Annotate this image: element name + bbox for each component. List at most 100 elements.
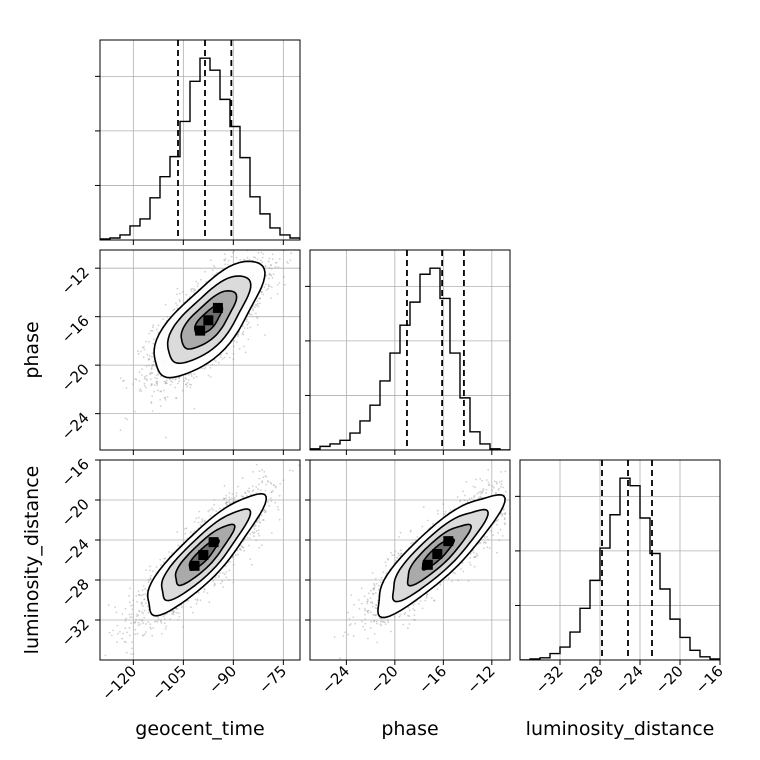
- sample-point: [195, 602, 198, 605]
- sample-point: [134, 620, 137, 623]
- sample-point: [227, 259, 230, 262]
- sample-point: [269, 481, 272, 484]
- sample-point: [121, 613, 124, 615]
- sample-point: [264, 265, 267, 267]
- sample-point: [134, 633, 137, 636]
- sample-point: [151, 395, 154, 398]
- sample-point: [224, 257, 227, 260]
- sample-point: [255, 486, 258, 488]
- sample-point: [279, 482, 282, 485]
- sample-point: [240, 495, 243, 497]
- sample-point: [264, 265, 267, 268]
- sample-point: [141, 611, 144, 614]
- sample-point: [235, 554, 237, 557]
- sample-point: [172, 611, 175, 614]
- sample-point: [236, 549, 239, 552]
- sample-point: [178, 377, 181, 380]
- sample-point: [260, 291, 263, 294]
- sample-point: [177, 612, 180, 614]
- sample-point: [151, 410, 154, 412]
- sample-point: [156, 621, 159, 623]
- sample-point: [124, 417, 127, 420]
- sample-point: [203, 520, 206, 523]
- sample-point: [140, 350, 142, 353]
- sample-point: [259, 297, 262, 300]
- sample-point: [138, 593, 140, 596]
- sample-point: [261, 290, 263, 293]
- sample-point: [256, 324, 259, 326]
- sample-point: [144, 588, 146, 590]
- sample-point: [129, 616, 132, 619]
- sample-point: [270, 286, 273, 288]
- sample-point: [258, 534, 261, 537]
- sample-point: [267, 260, 270, 263]
- sample-point: [254, 256, 257, 259]
- sample-point: [256, 300, 259, 302]
- sample-point: [248, 487, 251, 490]
- sample-point: [270, 297, 272, 299]
- sample-point: [168, 551, 171, 553]
- sample-point: [169, 378, 171, 380]
- sample-point: [247, 321, 250, 324]
- sample-point: [145, 365, 148, 368]
- sample-point: [142, 622, 145, 625]
- sample-point: [143, 348, 146, 351]
- sample-point: [258, 521, 261, 523]
- sample-point: [204, 270, 206, 273]
- sample-point: [220, 356, 222, 358]
- sample-point: [194, 289, 197, 292]
- sample-point: [277, 266, 280, 268]
- sample-point: [150, 383, 153, 386]
- density-peak: [212, 302, 223, 313]
- sample-point: [164, 399, 167, 401]
- sample-point: [253, 528, 256, 530]
- sample-point: [164, 617, 166, 620]
- sample-point: [192, 377, 195, 379]
- sample-point: [123, 379, 125, 382]
- sample-point: [153, 621, 156, 623]
- sample-point: [124, 608, 127, 610]
- sample-point: [268, 277, 270, 280]
- sample-point: [155, 566, 158, 568]
- sample-point: [268, 273, 270, 276]
- sample-point: [211, 363, 214, 366]
- sample-point: [232, 581, 235, 584]
- sample-point: [262, 253, 264, 255]
- sample-point: [221, 358, 224, 360]
- sample-point: [135, 378, 138, 381]
- sample-point: [248, 313, 251, 316]
- sample-point: [276, 506, 279, 508]
- sample-point: [144, 593, 147, 595]
- sample-point: [263, 508, 266, 511]
- sample-point: [190, 383, 193, 386]
- sample-point: [254, 312, 257, 315]
- sample-point: [128, 626, 131, 629]
- sample-point: [257, 488, 260, 490]
- sample-point: [139, 594, 142, 597]
- sample-point: [262, 519, 265, 521]
- sample-point: [213, 266, 216, 268]
- sample-point: [177, 544, 180, 547]
- contour-line: [153, 260, 266, 379]
- density-peak: [195, 325, 206, 336]
- sample-point: [225, 503, 228, 506]
- sample-point: [238, 347, 241, 350]
- sample-point: [144, 602, 147, 605]
- sample-point: [199, 278, 202, 281]
- sample-point: [226, 501, 229, 504]
- sample-point: [164, 396, 167, 399]
- sample-point: [246, 323, 249, 326]
- sample-point: [224, 259, 226, 262]
- sample-point: [246, 327, 249, 329]
- sample-point: [226, 352, 229, 355]
- sample-point: [268, 505, 270, 507]
- sample-point: [148, 358, 151, 361]
- sample-point: [190, 606, 192, 609]
- sample-point: [246, 256, 249, 259]
- sample-point: [229, 356, 231, 359]
- sample-point: [247, 338, 250, 341]
- sample-point: [175, 397, 177, 399]
- sample-point: [149, 565, 151, 568]
- sample-point: [141, 634, 144, 637]
